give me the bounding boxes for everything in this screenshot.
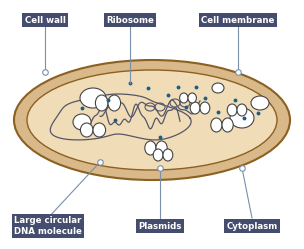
Ellipse shape	[230, 108, 254, 128]
Text: Plasmids: Plasmids	[138, 222, 182, 231]
Ellipse shape	[222, 118, 233, 132]
Ellipse shape	[95, 95, 108, 111]
Ellipse shape	[211, 118, 222, 132]
Text: Cytoplasm: Cytoplasm	[226, 222, 278, 231]
Ellipse shape	[80, 88, 106, 108]
Ellipse shape	[93, 123, 105, 137]
Ellipse shape	[227, 104, 237, 116]
Text: Ribosome: Ribosome	[106, 15, 154, 24]
Ellipse shape	[200, 102, 210, 114]
Ellipse shape	[153, 149, 163, 161]
Ellipse shape	[237, 104, 247, 116]
Ellipse shape	[108, 95, 121, 111]
Ellipse shape	[212, 83, 224, 93]
Ellipse shape	[14, 60, 290, 180]
Ellipse shape	[145, 141, 156, 155]
Ellipse shape	[163, 149, 173, 161]
Ellipse shape	[73, 114, 91, 130]
Text: Cell membrane: Cell membrane	[201, 15, 275, 24]
Ellipse shape	[180, 93, 188, 103]
Ellipse shape	[27, 70, 277, 170]
Ellipse shape	[80, 123, 93, 137]
Text: Large circular
DNA molecule: Large circular DNA molecule	[14, 216, 82, 236]
Ellipse shape	[251, 96, 269, 110]
Ellipse shape	[190, 102, 200, 114]
Ellipse shape	[156, 141, 167, 155]
Text: Cell wall: Cell wall	[25, 15, 65, 24]
Ellipse shape	[188, 93, 196, 103]
